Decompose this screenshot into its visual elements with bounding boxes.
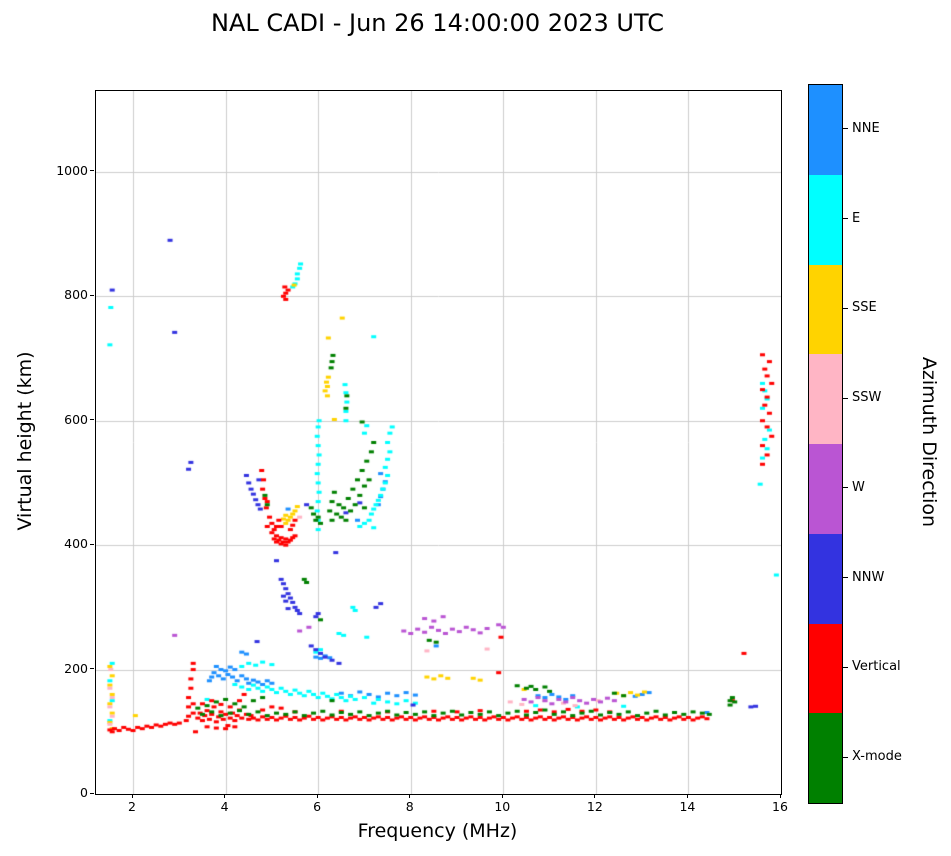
x-tick-mark: [316, 794, 318, 798]
x-tick-mark: [501, 794, 503, 798]
x-tick-label: 8: [405, 799, 414, 814]
colorbar-segment-ssw: [809, 354, 842, 444]
colorbar-segment-sse: [809, 264, 842, 355]
colorbar-label-ssw: SSW: [852, 390, 882, 406]
colorbar-tick-mark: [843, 128, 848, 130]
plot-area: [95, 90, 782, 795]
x-tick-label: 10: [494, 799, 511, 814]
y-tick-mark: [90, 543, 94, 545]
y-axis-label: Virtual height (km): [14, 351, 36, 531]
y-tick-label: 1000: [56, 162, 88, 178]
azimuth-colorbar: [808, 84, 843, 804]
x-tick-mark: [686, 794, 688, 798]
y-tick-label: 0: [80, 785, 88, 800]
x-tick-mark: [779, 794, 781, 798]
colorbar-segment-nnw: [809, 533, 842, 624]
x-tick-label: 6: [313, 799, 322, 814]
colorbar-tick-mark: [843, 666, 848, 668]
colorbar-label-sse: SSE: [852, 300, 877, 316]
colorbar-segment-e: [809, 174, 842, 265]
colorbar-label-nne: NNE: [852, 120, 880, 136]
colorbar-label-x-mode: X-mode: [852, 749, 902, 765]
colorbar-tick-mark: [843, 397, 848, 399]
colorbar-segment-nne: [809, 85, 842, 175]
y-tick-mark: [90, 792, 94, 794]
x-axis-label: Frequency (MHz): [357, 820, 518, 842]
ionogram-plot-canvas: [96, 91, 781, 794]
y-tick-label: 600: [64, 411, 88, 427]
colorbar-label-vertical: Vertical: [852, 659, 901, 675]
colorbar-tick-mark: [843, 756, 848, 758]
y-tick-label: 200: [64, 660, 88, 676]
colorbar-tick-mark: [843, 307, 848, 309]
y-tick-label: 800: [64, 287, 88, 303]
colorbar-label-nnw: NNW: [852, 569, 885, 585]
colorbar-label-w: W: [852, 479, 865, 495]
y-tick-mark: [90, 668, 94, 670]
colorbar-segment-vertical: [809, 623, 842, 714]
colorbar-segment-w: [809, 444, 842, 534]
colorbar-tick-mark: [843, 218, 848, 220]
colorbar-segment-x-mode: [809, 713, 842, 803]
colorbar-tick-mark: [843, 577, 848, 579]
y-tick-mark: [90, 294, 94, 296]
x-tick-label: 2: [128, 799, 136, 814]
x-tick-mark: [224, 794, 226, 798]
y-tick-mark: [90, 419, 94, 421]
colorbar-tick-mark: [843, 487, 848, 489]
x-tick-label: 4: [220, 799, 229, 814]
x-tick-mark: [409, 794, 411, 798]
x-tick-label: 14: [679, 799, 696, 814]
y-tick-mark: [90, 170, 94, 172]
y-tick-label: 400: [64, 536, 88, 552]
x-tick-mark: [594, 794, 596, 798]
colorbar-axis-label: Azimuth Direction: [918, 356, 940, 528]
x-tick-label: 16: [772, 799, 788, 814]
colorbar-label-e: E: [852, 210, 861, 226]
chart-title: NAL CADI - Jun 26 14:00:00 2023 UTC: [210, 9, 665, 37]
x-tick-label: 12: [586, 799, 603, 814]
x-tick-mark: [131, 794, 133, 798]
